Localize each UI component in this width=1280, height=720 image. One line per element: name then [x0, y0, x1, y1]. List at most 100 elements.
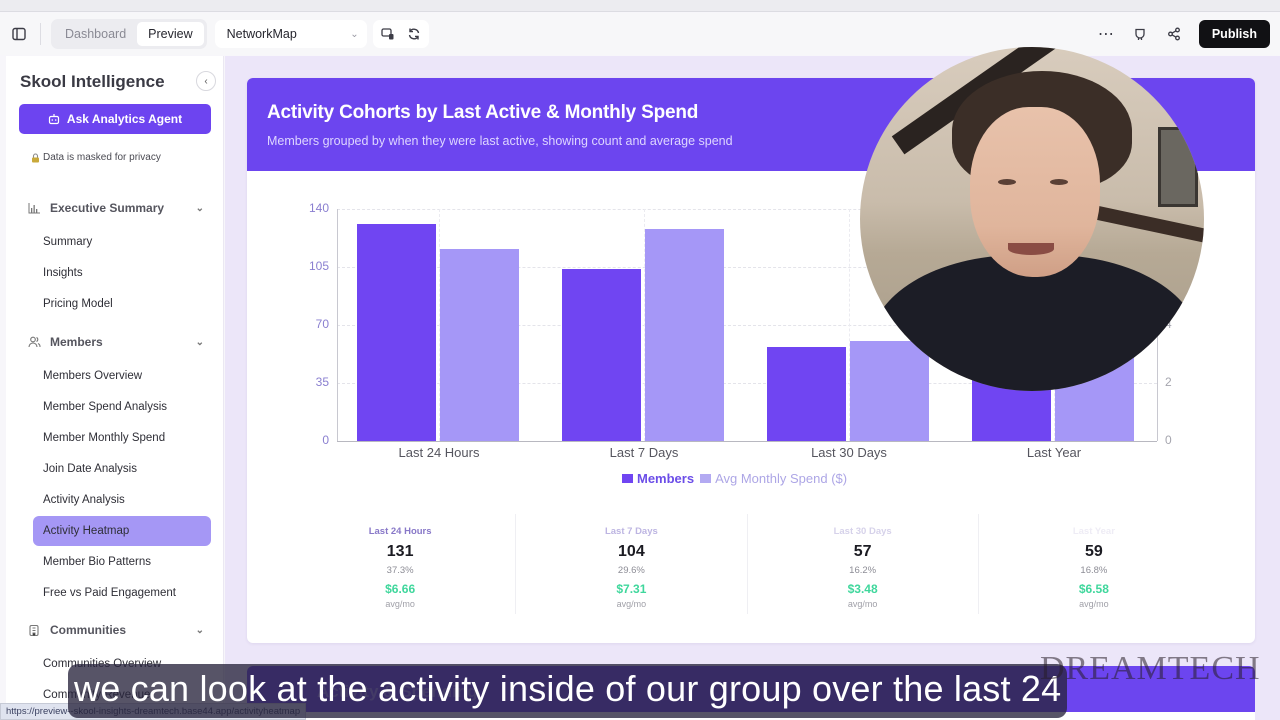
y-tick: 0 — [322, 433, 329, 447]
x-label: Last 24 Hours — [398, 445, 480, 460]
sidebar-item-join-date-analysis[interactable]: Join Date Analysis — [43, 463, 137, 475]
toolbar-divider — [40, 23, 41, 45]
bar-spend-last-7-days[interactable] — [645, 229, 724, 441]
top-toolbar: Dashboard Preview NetworkMap ⌄ ⋯ Publish — [0, 13, 1280, 55]
stat-card-last-30-days: Last 30 Days 57 16.2% $3.48 avg/mo — [748, 514, 979, 614]
video-caption: we can look at the activity inside of ou… — [68, 664, 1068, 718]
webcam-background — [1158, 127, 1198, 207]
share-icon[interactable] — [1165, 25, 1183, 43]
view-mode-toggle: Dashboard Preview — [51, 19, 207, 49]
chevron-down-icon: ⌄ — [350, 28, 359, 40]
presenter-webcam-overlay — [860, 47, 1204, 391]
sidebar-item-member-monthly-spend[interactable]: Member Monthly Spend — [43, 432, 166, 444]
stat-card-last-24-hours: Last 24 Hours 131 37.3% $6.66 avg/mo — [285, 514, 517, 614]
refresh-icon[interactable] — [405, 25, 423, 43]
sidebar-item-members-overview[interactable]: Members Overview — [43, 370, 143, 382]
sidebar-item-pricing-model[interactable]: Pricing Model — [43, 298, 113, 310]
right-tools: ⋯ Publish — [1097, 20, 1270, 48]
stat-unit: avg/mo — [1079, 599, 1109, 609]
stat-count: 59 — [1084, 543, 1103, 560]
section-label: Executive Summary — [50, 201, 165, 215]
sidebar-item-free-vs-paid-engagement[interactable]: Free vs Paid Engagement — [43, 587, 176, 599]
card-subtitle: Members grouped by when they were last a… — [267, 134, 733, 148]
publish-button[interactable]: Publish — [1198, 20, 1270, 48]
legend-swatch — [700, 474, 712, 483]
y-tick: 105 — [308, 259, 329, 273]
sidebar-item-insights[interactable]: Insights — [43, 267, 83, 279]
stat-percent: 37.3% — [386, 565, 414, 576]
chevron-down-icon: ⌄ — [195, 202, 204, 214]
sidebar-item-member-bio-patterns[interactable]: Member Bio Patterns — [43, 556, 152, 568]
stat-percent: 29.6% — [617, 565, 645, 576]
section-executive-summary[interactable]: Executive Summary ⌄ — [28, 201, 204, 215]
presenter-body — [870, 255, 1200, 391]
page-select[interactable]: NetworkMap ⌄ — [214, 20, 367, 48]
bar-members-last-24-hours[interactable] — [357, 224, 436, 441]
chevron-left-icon[interactable]: ‹ — [196, 71, 216, 91]
watermark-logo: DREAMTECH — [1040, 650, 1261, 687]
presenter-eye — [1050, 179, 1068, 185]
stat-percent: 16.2% — [849, 565, 877, 576]
sidebar-item-member-spend-analysis[interactable]: Member Spend Analysis — [43, 401, 168, 413]
cohort-stats: Last 24 Hours 131 37.3% $6.66 avg/mo Las… — [285, 514, 1209, 614]
device-preview-icon[interactable] — [379, 25, 397, 43]
y-axis-left — [337, 209, 338, 441]
y-tick-right: 0 — [1165, 433, 1172, 447]
privacy-note: Data is masked for privacy — [31, 152, 161, 163]
x-label: Last Year — [1026, 445, 1082, 460]
card-title: Activity Cohorts by Last Active & Monthl… — [267, 102, 699, 123]
section-communities[interactable]: Communities ⌄ — [28, 623, 204, 637]
tab-preview[interactable]: Preview — [137, 22, 204, 46]
stat-label: Last 24 Hours — [368, 526, 432, 537]
stat-percent: 16.8% — [1080, 565, 1108, 576]
stat-count: 104 — [618, 543, 645, 560]
presenter-eye — [998, 179, 1016, 185]
privacy-note-text: Data is masked for privacy — [43, 152, 161, 163]
sidebar-item-summary[interactable]: Summary — [43, 236, 93, 248]
x-axis — [337, 441, 1157, 442]
browser-tab-strip — [0, 0, 1280, 12]
section-label: Communities — [50, 623, 127, 637]
y-tick: 70 — [315, 317, 329, 331]
gridline-v — [849, 209, 850, 441]
stat-label: Last Year — [1072, 526, 1115, 537]
legend-spend[interactable]: Avg Monthly Spend ($) — [700, 471, 847, 486]
section-members[interactable]: Members ⌄ — [28, 335, 204, 349]
y-tick: 35 — [315, 375, 329, 389]
gridline-v — [439, 209, 440, 441]
app-title: Skool Intelligence — [20, 72, 165, 91]
tab-dashboard[interactable]: Dashboard — [65, 27, 127, 41]
gridline — [337, 267, 1157, 268]
gridline — [337, 325, 1157, 326]
x-label: Last 7 Days — [609, 445, 679, 460]
stat-label: Last 30 Days — [833, 526, 892, 537]
sidebar: Skool Intelligence ‹ Ask Analytics Agent… — [6, 56, 224, 720]
x-label: Last 30 Days — [811, 445, 887, 460]
sidebar-item-activity-heatmap[interactable]: Activity Heatmap — [33, 516, 211, 546]
legend-members[interactable]: Members — [622, 471, 694, 486]
bar-spend-last-24-hours[interactable] — [440, 249, 519, 441]
gridline — [337, 209, 1157, 210]
stat-unit: avg/mo — [616, 599, 647, 609]
stat-unit: avg/mo — [385, 599, 415, 609]
stat-avg-spend: $6.58 — [1078, 582, 1109, 596]
y-tick: 140 — [308, 201, 329, 215]
stat-avg-spend: $3.48 — [847, 582, 878, 596]
preview-tools — [372, 20, 429, 48]
more-icon[interactable]: ⋯ — [1097, 26, 1114, 43]
ask-analytics-agent-label: Ask Analytics Agent — [66, 112, 183, 126]
stat-card-last-7-days: Last 7 Days 104 29.6% $7.31 avg/mo — [516, 514, 748, 614]
ask-analytics-agent-button[interactable]: Ask Analytics Agent — [19, 104, 211, 134]
stat-card-last-year: Last Year 59 16.8% $6.58 avg/mo — [979, 514, 1209, 614]
stat-count: 57 — [853, 543, 872, 560]
bar-members-last-30-days[interactable] — [767, 347, 846, 441]
github-icon[interactable] — [1131, 25, 1149, 43]
sidebar-item-activity-analysis[interactable]: Activity Analysis — [43, 494, 125, 506]
bar-members-last-7-days[interactable] — [562, 269, 641, 441]
bar-chart-icon — [28, 202, 42, 214]
stat-unit: avg/mo — [847, 599, 878, 609]
page-select-value: NetworkMap — [226, 27, 297, 41]
stat-label: Last 7 Days — [604, 526, 658, 537]
section-label: Members — [50, 335, 103, 349]
sidebar-toggle-icon[interactable] — [10, 25, 28, 43]
